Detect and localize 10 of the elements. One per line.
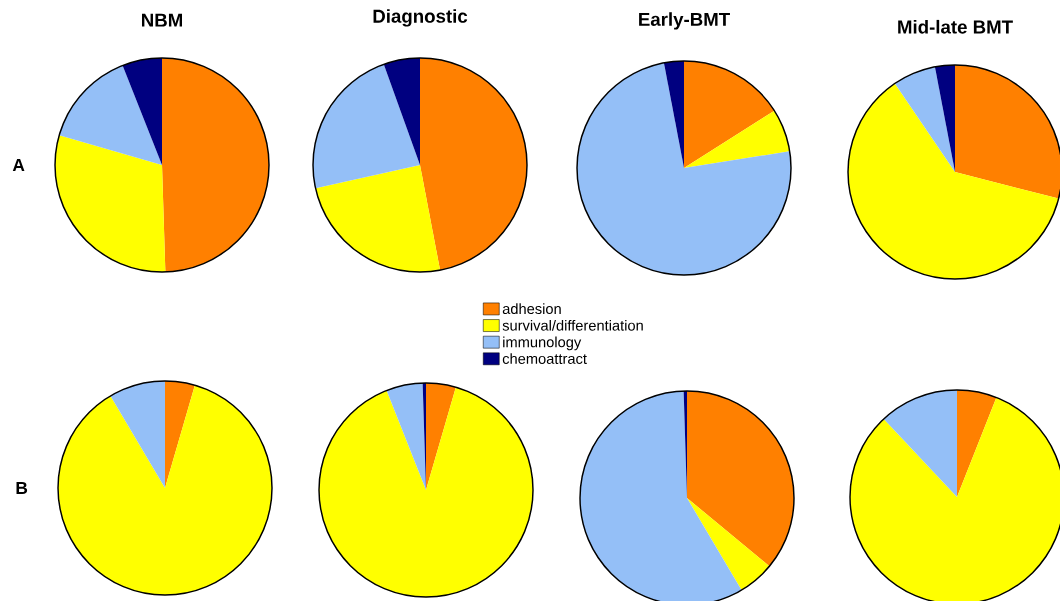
legend-label: chemoattract — [502, 353, 587, 364]
legend-label: adhesion — [502, 303, 561, 315]
legend-label: immunology — [503, 336, 582, 351]
chart-title: NBM — [142, 13, 183, 27]
text: A — [12, 159, 25, 171]
text: B — [16, 482, 28, 494]
chart-title: Mid-late BMT — [898, 19, 1013, 34]
chart-title: Diagnostic — [373, 9, 468, 27]
chart-title: Early-BMT — [639, 12, 730, 30]
legend-label: survival/differentiation — [502, 319, 643, 331]
